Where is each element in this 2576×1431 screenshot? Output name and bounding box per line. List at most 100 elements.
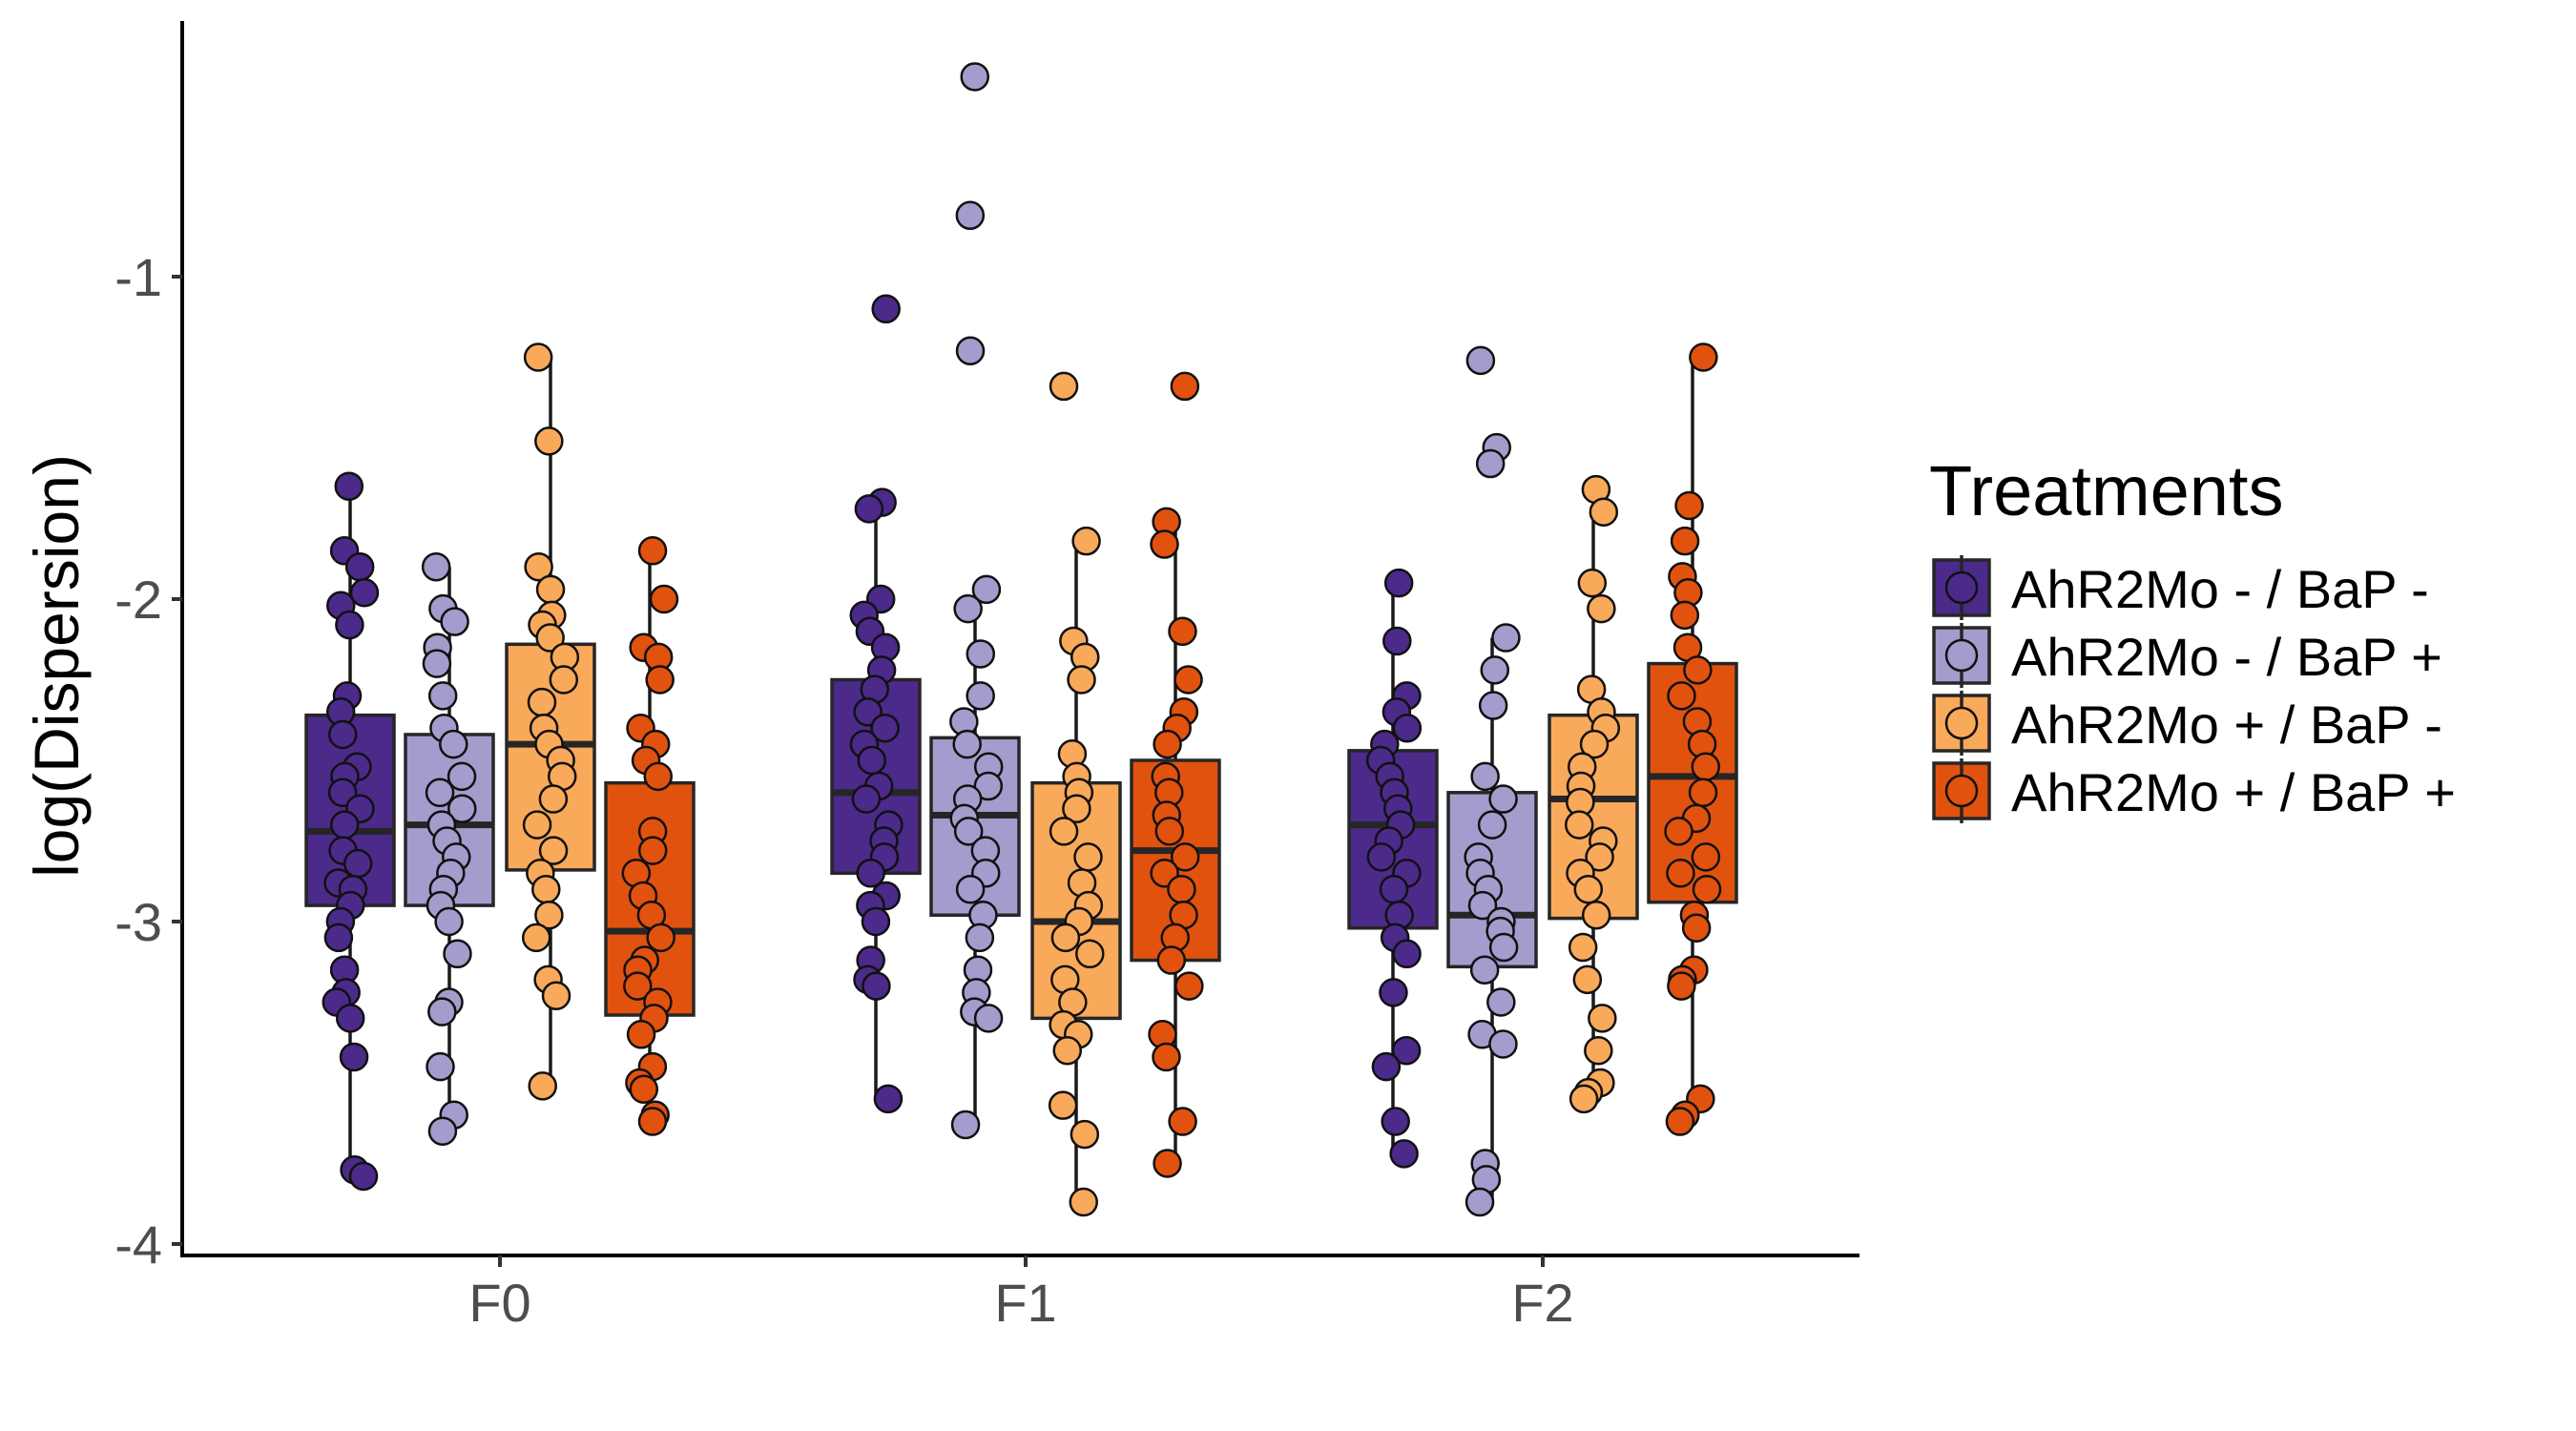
data-point bbox=[1491, 623, 1521, 653]
data-point bbox=[1688, 778, 1718, 808]
data-point bbox=[637, 836, 668, 865]
data-point bbox=[534, 426, 564, 456]
x-tick-label: F1 bbox=[994, 1273, 1056, 1333]
data-point bbox=[434, 906, 464, 937]
data-point bbox=[1174, 665, 1203, 695]
data-point bbox=[1073, 842, 1103, 872]
data-point bbox=[1170, 842, 1200, 872]
legend-key-point bbox=[1944, 638, 1979, 673]
data-point bbox=[1168, 616, 1197, 647]
data-point bbox=[1568, 932, 1598, 963]
data-point bbox=[637, 536, 668, 566]
data-point bbox=[953, 817, 984, 846]
y-axis-title: log(Dispersion) bbox=[21, 454, 92, 878]
data-point bbox=[447, 761, 477, 792]
data-point bbox=[522, 810, 552, 840]
legend-label: AhR2Mo + / BaP - bbox=[2011, 695, 2442, 755]
data-point bbox=[1154, 817, 1185, 846]
data-point bbox=[1379, 978, 1408, 1007]
data-point bbox=[348, 1161, 379, 1192]
data-point bbox=[1480, 655, 1510, 685]
data-point bbox=[349, 577, 380, 608]
data-point bbox=[1465, 1187, 1495, 1217]
data-point bbox=[973, 771, 1004, 801]
legend: Treatments AhR2Mo - / BaP - AhR2Mo - / Ba… bbox=[1929, 451, 2456, 823]
data-point bbox=[955, 336, 986, 365]
data-point bbox=[549, 665, 579, 695]
data-point bbox=[528, 1071, 557, 1101]
data-point bbox=[960, 62, 989, 92]
data-point bbox=[329, 810, 360, 840]
y-tick-label: -1 bbox=[114, 247, 162, 307]
series-group bbox=[404, 62, 1538, 1217]
series-group bbox=[604, 342, 1738, 1178]
data-point bbox=[1174, 971, 1204, 1001]
x-tick-label: F2 bbox=[1511, 1273, 1573, 1333]
legend-key-point bbox=[1944, 570, 1979, 605]
data-point bbox=[427, 681, 458, 711]
data-point bbox=[1168, 1107, 1197, 1136]
legend-item: AhR2Mo + / BaP - bbox=[1932, 691, 2442, 756]
data-point bbox=[535, 623, 565, 653]
data-point bbox=[854, 494, 884, 524]
data-point bbox=[1069, 1187, 1098, 1217]
data-point bbox=[1467, 890, 1498, 921]
data-point bbox=[1382, 626, 1412, 656]
data-point bbox=[626, 1020, 656, 1049]
data-point bbox=[1050, 923, 1081, 953]
data-point bbox=[1664, 817, 1693, 846]
legend-label: AhR2Mo - / BaP - bbox=[2011, 559, 2429, 619]
data-point bbox=[1465, 345, 1496, 376]
data-point bbox=[1391, 1035, 1422, 1066]
data-point bbox=[1564, 810, 1594, 840]
data-point bbox=[971, 574, 1002, 605]
data-point bbox=[857, 745, 887, 776]
data-point bbox=[1389, 1139, 1419, 1169]
data-point bbox=[966, 681, 995, 711]
data-point bbox=[439, 729, 468, 759]
data-point bbox=[643, 761, 673, 792]
data-point bbox=[1062, 794, 1091, 823]
data-point bbox=[955, 200, 986, 231]
data-point bbox=[1577, 568, 1608, 598]
plot-area bbox=[304, 62, 1738, 1217]
series-group bbox=[304, 294, 1439, 1192]
data-point bbox=[1067, 665, 1096, 695]
data-point bbox=[646, 923, 675, 953]
data-point bbox=[1486, 987, 1516, 1017]
data-point bbox=[1070, 1119, 1100, 1150]
y-tick-label: -4 bbox=[114, 1214, 162, 1275]
data-point bbox=[861, 906, 891, 937]
data-point bbox=[344, 551, 375, 582]
data-point bbox=[421, 551, 451, 582]
data-point bbox=[531, 874, 561, 904]
data-point bbox=[1150, 529, 1179, 559]
data-point bbox=[1366, 842, 1397, 872]
x-ticks: F0 F1 F2 bbox=[468, 1255, 1574, 1333]
data-point bbox=[952, 729, 982, 759]
data-point bbox=[1049, 371, 1079, 402]
data-point bbox=[1049, 817, 1079, 846]
data-point bbox=[1048, 1090, 1078, 1120]
data-point bbox=[443, 939, 472, 969]
data-point bbox=[950, 1110, 981, 1140]
data-point bbox=[870, 713, 900, 743]
data-point bbox=[334, 471, 364, 501]
data-point bbox=[862, 971, 891, 1001]
data-point bbox=[1683, 655, 1713, 685]
data-point bbox=[955, 874, 986, 904]
data-point bbox=[1153, 729, 1182, 759]
data-point bbox=[649, 584, 679, 614]
data-point bbox=[1674, 490, 1704, 521]
data-point bbox=[1383, 568, 1414, 598]
data-point bbox=[1589, 497, 1619, 527]
data-point bbox=[965, 923, 995, 953]
data-point bbox=[425, 778, 455, 808]
data-point bbox=[523, 342, 553, 372]
data-point bbox=[422, 649, 452, 678]
data-point bbox=[1153, 1149, 1182, 1178]
data-point bbox=[440, 607, 469, 636]
data-point bbox=[1667, 681, 1696, 711]
data-point bbox=[1587, 593, 1616, 624]
